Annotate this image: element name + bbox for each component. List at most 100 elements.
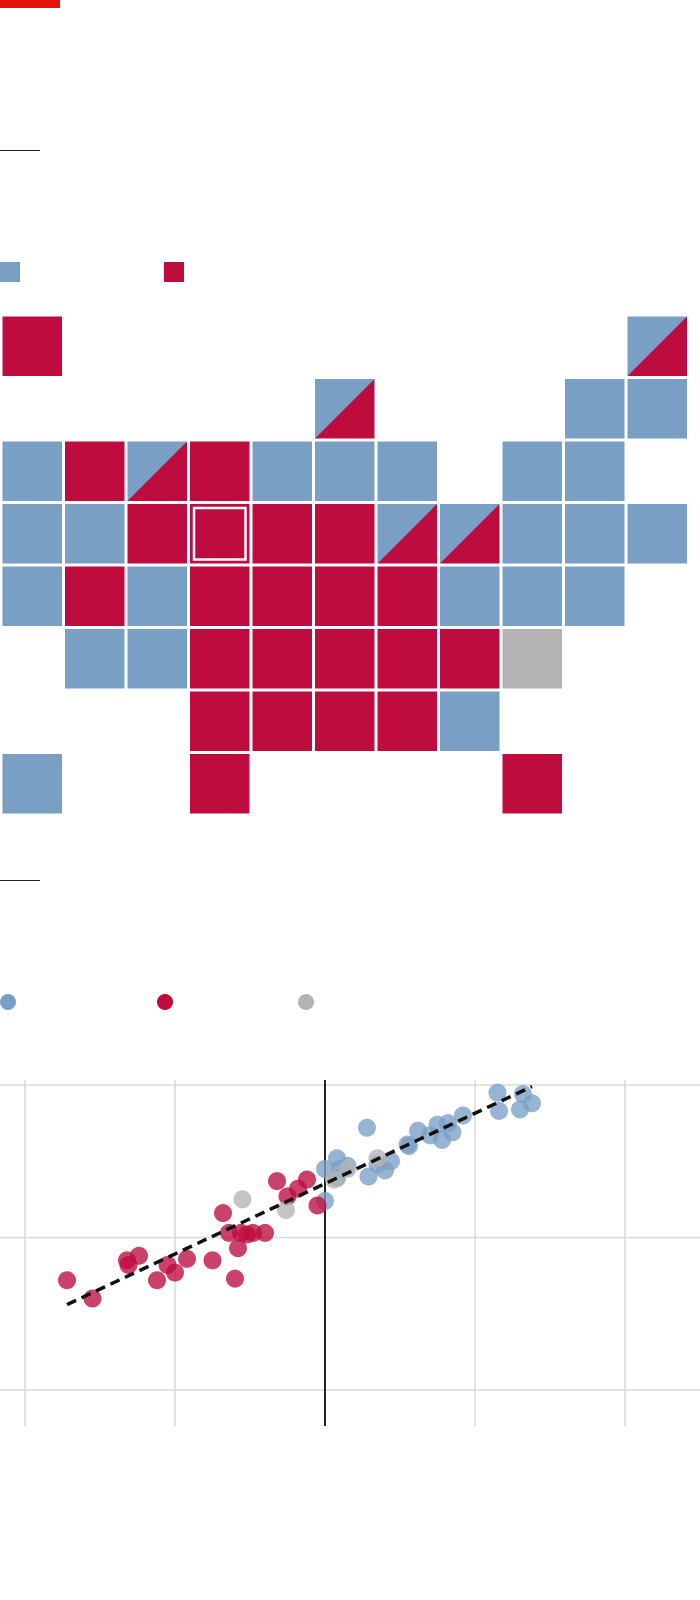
tile-fill (252, 629, 312, 689)
tile-fill (252, 441, 312, 501)
tile-fill (377, 691, 437, 751)
state-tile (127, 441, 187, 501)
state-tile (502, 566, 562, 626)
state-tile (627, 316, 687, 376)
tile-fill (502, 566, 562, 626)
state-tile (315, 379, 375, 439)
state-tile (65, 504, 125, 564)
state-tile (190, 754, 250, 814)
state-tile (190, 566, 250, 626)
state-tile (190, 504, 250, 564)
tile-fill (190, 566, 250, 626)
tile-fill (65, 629, 125, 689)
brand-accent-bar (0, 0, 60, 8)
tile-fill (252, 504, 312, 564)
tile-split-triangle (315, 379, 375, 439)
state-tile (2, 566, 62, 626)
tile-split-triangle (627, 316, 687, 376)
point-republican (148, 1271, 166, 1290)
point-republican (298, 1170, 316, 1189)
tile-fill (2, 441, 62, 501)
tile-fill (377, 629, 437, 689)
state-tile (565, 504, 625, 564)
tile-fill (252, 566, 312, 626)
point-republican (214, 1204, 232, 1223)
tile-fill (440, 629, 500, 689)
tile-fill (252, 691, 312, 751)
state-tile (565, 379, 625, 439)
state-tile (65, 629, 125, 689)
point-democrat (488, 1083, 507, 1102)
point-neutral (277, 1201, 295, 1220)
point-republican (229, 1239, 247, 1258)
point-republican (226, 1269, 244, 1288)
tile-fill (127, 629, 187, 689)
point-republican (308, 1196, 327, 1215)
state-tile (502, 441, 562, 501)
tile-fill (190, 504, 250, 564)
state-tile (377, 691, 437, 751)
point-republican (58, 1271, 76, 1290)
tile-fill (315, 691, 375, 751)
state-tile (252, 629, 312, 689)
state-tile (252, 504, 312, 564)
scatter-plot (0, 1080, 700, 1426)
point-republican (83, 1289, 102, 1308)
state-tile (252, 566, 312, 626)
state-tile (190, 441, 250, 501)
tile-fill (190, 629, 250, 689)
tile-fill (190, 691, 250, 751)
tile-fill (2, 316, 62, 376)
tile-fill (127, 504, 187, 564)
tile-fill (502, 441, 562, 501)
state-tile (440, 691, 500, 751)
tile-fill (565, 379, 625, 439)
tile-fill (65, 504, 125, 564)
point-republican (130, 1246, 148, 1265)
state-tile (2, 441, 62, 501)
state-tile (377, 504, 437, 564)
map-section-rule (0, 150, 40, 151)
point-republican (268, 1172, 286, 1191)
point-democrat (514, 1085, 532, 1104)
tile-fill (565, 441, 625, 501)
legend-swatch-republican (164, 262, 184, 282)
state-tile (315, 504, 375, 564)
tile-fill (502, 629, 562, 689)
tile-fill (190, 441, 250, 501)
tile-split-triangle (377, 504, 437, 564)
point-democrat (490, 1101, 508, 1120)
state-tile (502, 754, 562, 814)
point-neutral (233, 1190, 252, 1209)
tile-fill (65, 566, 125, 626)
state-tile (377, 441, 437, 501)
state-tile (2, 754, 62, 814)
tile-fill (565, 566, 625, 626)
state-tile (565, 566, 625, 626)
tile-fill (2, 504, 62, 564)
state-tile (315, 566, 375, 626)
point-democrat (382, 1152, 400, 1171)
point-republican (203, 1251, 222, 1270)
state-tile (2, 504, 62, 564)
tile-fill (440, 566, 500, 626)
legend-dot-neutral (298, 994, 314, 1010)
state-tile (252, 441, 312, 501)
point-democrat (358, 1118, 376, 1137)
tile-fill (315, 504, 375, 564)
tile-fill (627, 504, 687, 564)
tile-highlight-outline (192, 506, 247, 561)
state-tile (627, 504, 687, 564)
state-tile (440, 566, 500, 626)
tile-fill (315, 629, 375, 689)
tile-fill (2, 566, 62, 626)
state-tile (502, 629, 562, 689)
tile-fill (65, 441, 125, 501)
tile-split-triangle (127, 441, 187, 501)
trend-line (66, 1084, 533, 1307)
point-republican (166, 1263, 184, 1282)
state-tile (252, 691, 312, 751)
tile-fill (565, 504, 625, 564)
state-tile (127, 566, 187, 626)
state-tile (565, 441, 625, 501)
